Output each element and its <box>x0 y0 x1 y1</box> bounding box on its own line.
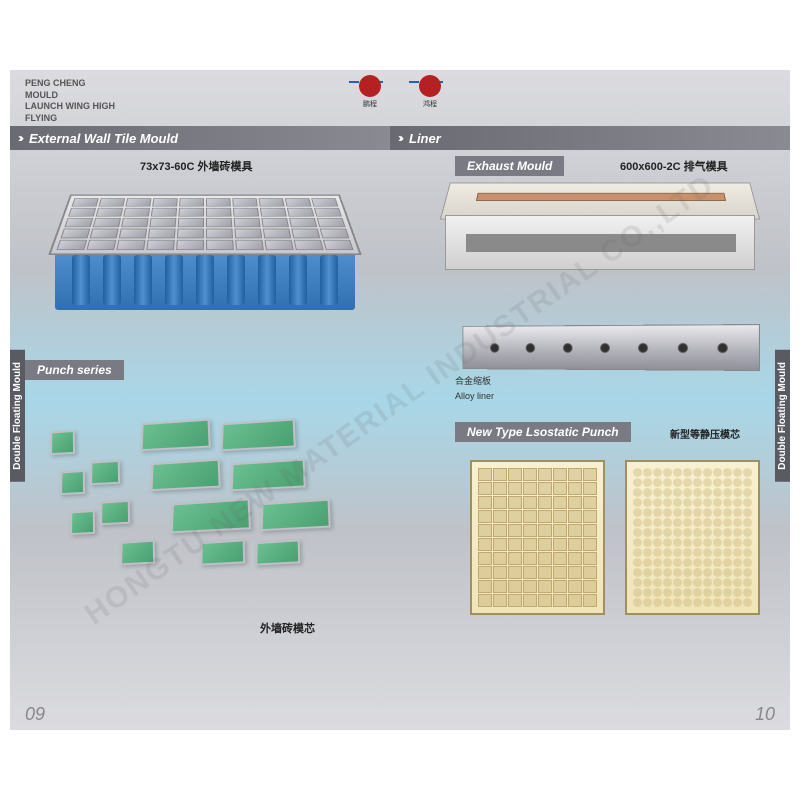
logo1-text: 鹏程 <box>355 99 385 109</box>
page-number-left: 09 <box>25 704 45 725</box>
logo-2: 鸿程 <box>415 75 445 100</box>
exhaust-mould-image <box>440 178 760 308</box>
sidebar-right-text: Double Floating Mould <box>775 350 790 482</box>
liner-header: ››› Liner <box>390 126 790 150</box>
logo-1: 鹏程 <box>355 75 385 100</box>
catalog-page: PENG CHENG MOULD LAUNCH WING HIGH FLYING… <box>10 70 790 730</box>
isostatic-label: 新型等静压模芯 <box>670 426 740 441</box>
punch-series-header: Punch series <box>25 360 124 380</box>
logo-container: 鹏程 鸿程 <box>355 75 445 100</box>
external-wall-header: ››› External Wall Tile Mould <box>10 126 390 150</box>
alloy-liner-cn: 合金缩板 <box>455 374 755 387</box>
chevron-icon: ››› <box>398 131 401 145</box>
company-line2: MOULD <box>25 90 115 102</box>
company-line1: PENG CHENG <box>25 78 115 90</box>
external-wall-title: External Wall Tile Mould <box>29 131 178 146</box>
external-wall-label: 73x73-60C 外墙砖模具 <box>140 158 253 174</box>
exhaust-label: 600x600-2C 排气模具 <box>620 158 728 174</box>
liner-title: Liner <box>409 131 441 146</box>
company-line4: FLYING <box>25 113 115 125</box>
alloy-liner-image: 合金缩板 Alloy liner <box>455 325 755 380</box>
company-name: PENG CHENG MOULD LAUNCH WING HIGH FLYING <box>25 78 115 125</box>
alloy-liner-en: Alloy liner <box>455 391 755 401</box>
sidebar-left-text: Double Floating Mould <box>10 350 25 482</box>
exhaust-title: Exhaust Mould <box>455 156 564 176</box>
punch-label: 外墙砖模芯 <box>260 620 315 636</box>
punch-series-image <box>50 400 370 600</box>
external-wall-mould-image <box>50 180 360 330</box>
page-number-right: 10 <box>755 704 775 725</box>
isostatic-header: New Type Lsostatic Punch <box>455 422 631 442</box>
logo2-text: 鸿程 <box>415 99 445 109</box>
company-line3: LAUNCH WING HIGH <box>25 101 115 113</box>
isostatic-punch-image <box>470 460 770 660</box>
chevron-icon: ››› <box>18 131 21 145</box>
